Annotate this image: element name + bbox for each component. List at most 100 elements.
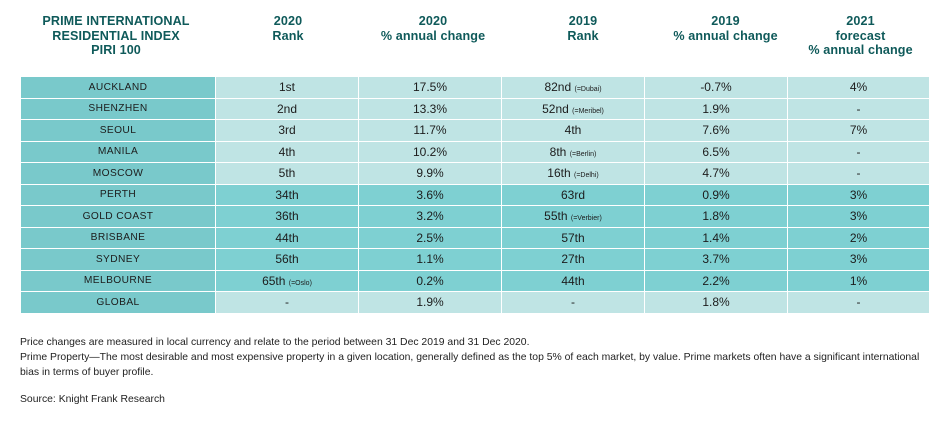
rank-2019-cell: 8th (=Berlin) (501, 140, 645, 163)
city-cell: SHENZHEN (20, 97, 216, 120)
city-cell: GOLD COAST (20, 205, 216, 228)
change-2019-cell: 1.9% (644, 97, 788, 120)
header-2019-change: 2019 % annual change (658, 14, 793, 58)
cell-value: - (856, 295, 861, 310)
rank-2020-cell: 56th (215, 248, 359, 271)
forecast-2021-cell: 7% (787, 119, 930, 142)
forecast-2021-cell: 4% (787, 76, 930, 99)
header-line: Rank (567, 28, 599, 43)
cell-value: 63rd (560, 187, 586, 202)
change-2019-cell: 4.7% (644, 162, 788, 185)
cell-value: SEOUL (99, 124, 137, 136)
rank-2020-cell: 5th (215, 162, 359, 185)
cell-value: 1st (278, 80, 295, 95)
cell-value: 6.5% (702, 144, 730, 159)
forecast-2021-cell: 2% (787, 226, 930, 249)
change-2020-cell: 10.2% (358, 140, 502, 163)
cell-value: 17.5% (412, 80, 448, 95)
forecast-2021-cell: - (787, 162, 930, 185)
change-2020-cell: 9.9% (358, 162, 502, 185)
header-line: PIRI 100 (91, 43, 141, 57)
cell-value: 3rd (278, 123, 296, 138)
rank-2019-cell: - (501, 291, 645, 314)
table-row: SHENZHEN 2nd 13.3% 52nd (=Meribel) 1.9% - (20, 97, 930, 120)
header-line: % annual change (673, 28, 778, 43)
table-row: SYDNEY 56th 1.1% 27th 3.7% 3% (20, 248, 930, 271)
change-2020-cell: 3.6% (358, 183, 502, 206)
cell-value: 4th (278, 144, 296, 159)
cell-value: 9.9% (416, 166, 444, 181)
header-line: % annual change (808, 43, 913, 57)
cell-value: GLOBAL (96, 296, 140, 308)
footnote-currency: Price changes are measured in local curr… (20, 337, 530, 348)
cell-value: 34th (275, 187, 299, 202)
rank-2019-cell: 55th (=Verbier) (501, 205, 645, 228)
forecast-2021-cell: - (787, 140, 930, 163)
cell-value: 0.9% (702, 187, 730, 202)
cell-value: 55th (544, 209, 568, 224)
rank-2019-cell: 63rd (501, 183, 645, 206)
cell-value: GOLD COAST (82, 210, 154, 222)
cell-value: - (285, 295, 289, 310)
table-row: GLOBAL - 1.9% - 1.8% - (20, 291, 930, 314)
rank-2020-cell: 2nd (215, 97, 359, 120)
change-2019-cell: 1.8% (644, 205, 788, 228)
city-cell: MOSCOW (20, 162, 216, 185)
cell-value: AUCKLAND (88, 81, 148, 93)
cell-value: 3.6% (416, 187, 444, 202)
change-2020-cell: 11.7% (358, 119, 502, 142)
change-2019-cell: 1.8% (644, 291, 788, 314)
cell-value: 56th (275, 252, 299, 267)
forecast-2021-cell: 3% (787, 183, 930, 206)
rank-2020-cell: 65th (=Oslo) (215, 269, 359, 292)
cell-value: 8th (549, 144, 567, 159)
cell-value: -0.7% (700, 80, 732, 95)
header-line: Rank (272, 28, 304, 43)
source-note: Source: Knight Frank Research (20, 394, 165, 405)
cell-value: 2.5% (416, 230, 444, 245)
header-line: % annual change (380, 28, 486, 43)
city-cell: BRISBANE (20, 226, 216, 249)
cell-value: SHENZHEN (88, 103, 148, 115)
cell-value: - (571, 295, 575, 310)
forecast-2021-cell: 3% (787, 205, 930, 228)
cell-value: 27th (561, 252, 585, 267)
table-row: BRISBANE 44th 2.5% 57th 1.4% 2% (20, 226, 930, 249)
cell-value: 44th (561, 273, 585, 288)
cell-value: 57th (561, 230, 585, 245)
cell-value: 36th (275, 209, 299, 224)
footnote-prime-property: Prime Property—The most desirable and mo… (20, 352, 920, 378)
cell-value: 7% (849, 123, 868, 138)
cell-value: - (856, 166, 861, 181)
rank-2019-cell: 52nd (=Meribel) (501, 97, 645, 120)
cell-value: MOSCOW (92, 167, 144, 179)
rank-2019-cell: 57th (501, 226, 645, 249)
forecast-2021-cell: - (787, 97, 930, 120)
cell-value: MANILA (97, 146, 139, 158)
rank-2020-cell: 44th (215, 226, 359, 249)
cell-value: 4th (564, 123, 582, 138)
rank-2019-cell: 27th (501, 248, 645, 271)
footnotes: Price changes are measured in local curr… (20, 335, 925, 407)
cell-value: SYDNEY (95, 253, 141, 265)
rank-2019-cell: 4th (501, 119, 645, 142)
city-cell: GLOBAL (20, 291, 216, 314)
cell-note: (=Dubai) (574, 86, 602, 94)
rank-2019-cell: 44th (501, 269, 645, 292)
cell-value: 4% (849, 80, 868, 95)
change-2019-cell: -0.7% (644, 76, 788, 99)
cell-value: 2% (849, 230, 868, 245)
cell-value: 3.7% (702, 252, 730, 267)
cell-value: 2nd (276, 101, 298, 116)
change-2020-cell: 3.2% (358, 205, 502, 228)
cell-value: 1.8% (702, 209, 730, 224)
piri-table: AUCKLAND 1st 17.5% 82nd (=Dubai) -0.7% 4% SHEN… (20, 76, 930, 314)
header-line: 2020 (418, 14, 448, 28)
table-row: MOSCOW 5th 9.9% 16th (=Delhi) 4.7% - (20, 162, 930, 185)
change-2019-cell: 7.6% (644, 119, 788, 142)
table-row: SEOUL 3rd 11.7% 4th 7.6% 7% (20, 119, 930, 142)
table-row: PERTH 34th 3.6% 63rd 0.9% 3% (20, 183, 930, 206)
cell-value: 3.2% (416, 209, 444, 224)
cell-value: 3% (849, 209, 868, 224)
cell-value: 16th (547, 166, 571, 181)
